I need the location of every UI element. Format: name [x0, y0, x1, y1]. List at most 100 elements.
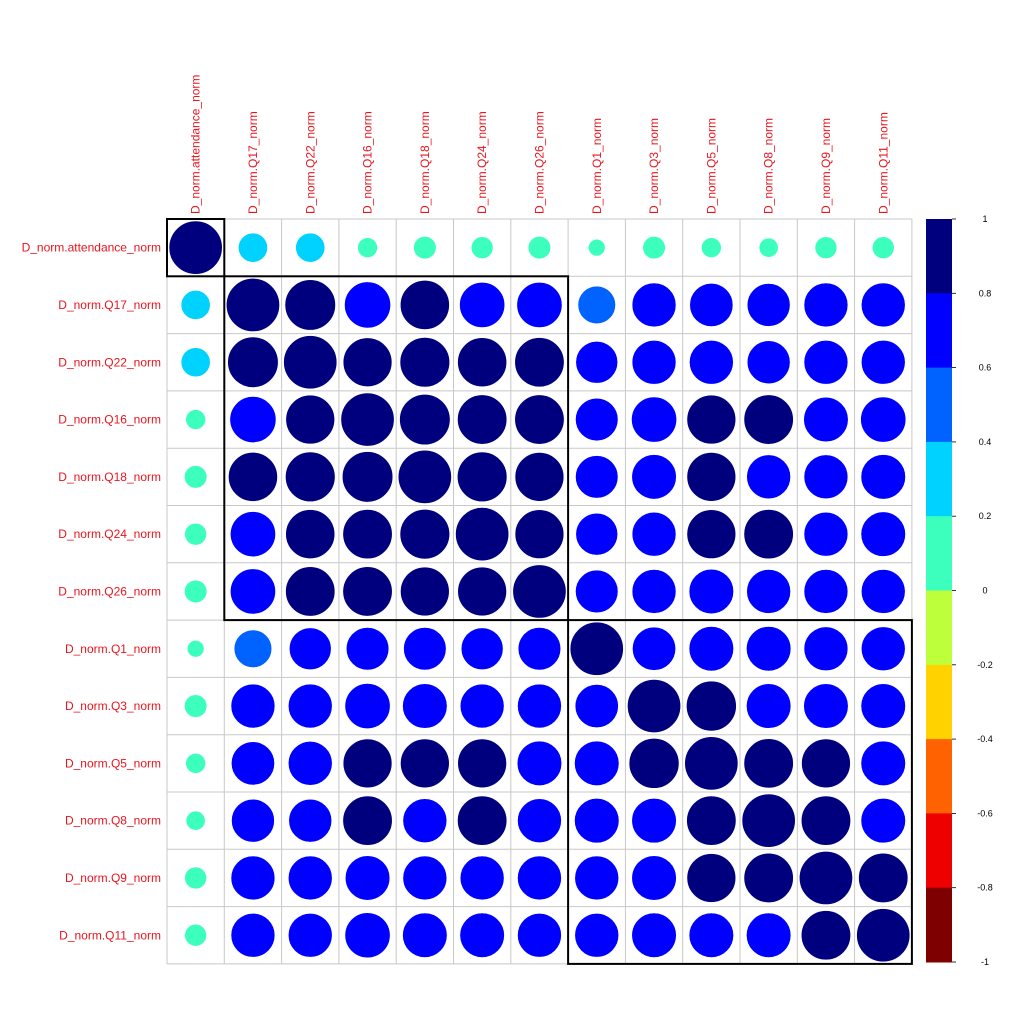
- corr-circle-9-2: [287, 741, 333, 786]
- col-label-3: D_norm.Q16_norm: [361, 111, 375, 214]
- corr-circle-4-1: [228, 451, 278, 502]
- corr-circle-0-2: [295, 232, 326, 263]
- corr-circle-0-11: [814, 236, 838, 259]
- corr-circle-10-3: [342, 795, 393, 846]
- corr-circle-0-10: [758, 237, 779, 258]
- legend-swatch-7: [926, 739, 952, 814]
- corr-circle-2-11: [803, 339, 849, 385]
- legend-swatch-8: [926, 813, 952, 889]
- corr-circle-1-10: [746, 283, 791, 327]
- corr-circle-6-12: [860, 569, 906, 614]
- corr-circle-11-9: [686, 853, 737, 903]
- corr-circle-1-5: [459, 282, 506, 328]
- corr-circle-2-10: [746, 340, 791, 385]
- legend-swatch-3: [926, 441, 952, 517]
- corr-circle-3-6: [514, 394, 565, 445]
- corr-circle-12-11: [800, 910, 851, 961]
- corr-circle-11-0: [184, 866, 207, 890]
- legend-tick-label-7: -0.4: [977, 734, 993, 744]
- corr-circle-2-8: [631, 339, 677, 385]
- corr-circle-12-12: [856, 908, 911, 963]
- corr-circle-2-12: [860, 339, 906, 385]
- corr-circle-8-10: [746, 683, 792, 729]
- corr-circle-12-9: [688, 912, 734, 958]
- cluster-boxes: [166, 218, 913, 965]
- corr-circle-7-11: [803, 626, 849, 672]
- corr-circle-7-1: [233, 629, 273, 668]
- legend-swatch-0: [926, 219, 952, 294]
- row-label-11: D_norm.Q9_norm: [65, 871, 161, 885]
- col-label-10: D_norm.Q8_norm: [762, 118, 776, 214]
- corr-circle-6-7: [575, 569, 619, 614]
- corr-circle-1-4: [399, 280, 450, 330]
- cluster-box-2: [567, 619, 913, 965]
- legend-tick-label-6: -0.2: [977, 660, 993, 670]
- corr-circle-3-11: [803, 396, 849, 443]
- corr-circle-8-0: [184, 694, 208, 718]
- row-label-6: D_norm.Q26_norm: [58, 584, 161, 598]
- corr-circle-4-3: [341, 451, 394, 503]
- legend-tick-label-3: 0.4: [979, 437, 992, 447]
- corr-circle-9-11: [801, 738, 851, 789]
- corr-circle-12-0: [184, 923, 207, 947]
- corr-circle-11-4: [402, 855, 448, 901]
- corr-circle-12-8: [631, 912, 677, 958]
- corr-circle-9-7: [574, 740, 620, 786]
- corr-circle-8-7: [574, 684, 619, 728]
- corr-circle-4-4: [397, 449, 452, 504]
- corr-circle-6-0: [184, 579, 208, 604]
- legend-tick-label-4: 0.2: [979, 511, 992, 521]
- corr-circle-10-5: [457, 795, 508, 846]
- corr-circle-1-9: [689, 283, 734, 327]
- legend-tick-label-10: -1: [981, 957, 989, 967]
- corr-circle-7-0: [186, 640, 205, 658]
- legend-tick-label-8: -0.6: [977, 808, 993, 818]
- row-label-1: D_norm.Q17_norm: [58, 298, 161, 312]
- corr-circle-3-4: [399, 393, 451, 446]
- circles: [168, 220, 911, 963]
- corr-circle-9-8: [628, 738, 680, 789]
- corr-circle-1-12: [860, 282, 906, 328]
- corr-circle-6-11: [803, 569, 849, 614]
- legend-tick-label-2: 0.6: [979, 363, 992, 373]
- corr-circle-11-10: [743, 852, 794, 903]
- corr-circle-9-12: [860, 740, 906, 786]
- row-label-0: D_norm.attendance_norm: [22, 241, 161, 255]
- corr-circle-9-3: [342, 738, 393, 789]
- corr-circle-8-11: [803, 683, 849, 729]
- corr-circle-2-4: [399, 337, 451, 388]
- legend-tick-label-5: 0: [982, 586, 987, 596]
- corr-circle-2-1: [227, 336, 279, 388]
- corr-circle-4-11: [803, 454, 849, 500]
- col-label-11: D_norm.Q9_norm: [819, 118, 833, 214]
- corr-circle-8-2: [287, 683, 333, 729]
- legend-swatch-6: [926, 664, 952, 740]
- grid: [166, 218, 913, 965]
- corr-circle-0-12: [871, 236, 895, 259]
- corr-circle-4-9: [686, 452, 737, 502]
- corr-circle-12-2: [287, 912, 333, 958]
- corr-circle-1-7: [577, 285, 616, 325]
- corr-circle-9-4: [400, 738, 450, 789]
- corr-circle-8-12: [860, 683, 906, 729]
- corr-circle-11-8: [631, 855, 677, 901]
- corr-circle-1-1: [226, 278, 280, 332]
- legend-swatch-5: [926, 590, 952, 666]
- legend-swatch-4: [926, 516, 952, 591]
- corr-circle-9-9: [684, 736, 739, 791]
- corr-circle-6-9: [688, 568, 734, 615]
- col-label-7: D_norm.Q1_norm: [590, 118, 604, 214]
- corr-circle-3-8: [631, 396, 677, 443]
- col-label-1: D_norm.Q17_norm: [246, 111, 260, 214]
- corr-circle-10-9: [686, 795, 737, 846]
- corr-circle-11-2: [287, 855, 333, 901]
- corr-circle-12-3: [344, 912, 391, 959]
- row-label-3: D_norm.Q16_norm: [58, 413, 161, 427]
- row-labels: D_norm.attendance_norm D_norm.Q17_norm D_n…: [22, 241, 161, 943]
- corr-circle-7-8: [632, 626, 676, 671]
- corr-circle-7-5: [460, 627, 504, 671]
- corr-circle-0-9: [701, 237, 722, 258]
- corr-circle-5-8: [631, 511, 677, 557]
- corr-circle-1-6: [516, 282, 563, 328]
